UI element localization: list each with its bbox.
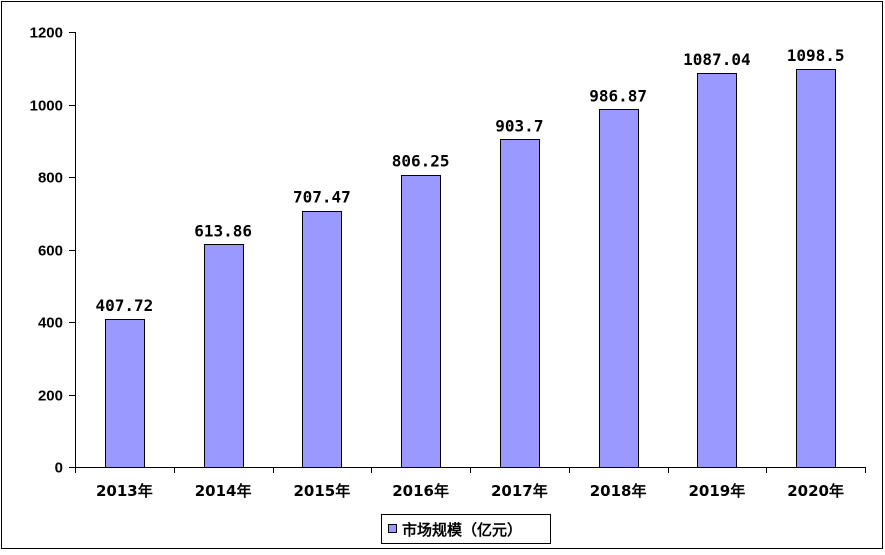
y-tick-label: 400 [38,315,63,332]
y-tick-label: 800 [38,170,63,187]
data-label: 903.7 [495,116,543,135]
x-tick-label: 2020年 [787,482,844,500]
bar [796,69,836,468]
legend-swatch [388,524,397,533]
bar [401,175,441,468]
bar [302,211,342,468]
data-label: 1087.04 [683,50,750,69]
bar [500,139,540,468]
bar [599,109,639,468]
x-tick-label: 2017年 [491,482,548,500]
data-label: 407.72 [95,296,153,315]
plot-area: 0 200 400 600 800 1000 1200 407.72 2013年 613.86 20… [30,25,866,500]
x-tick-label: 2019年 [689,482,746,500]
data-label: 707.47 [293,188,351,207]
legend-box [381,514,551,544]
y-tick-label: 1200 [30,25,63,42]
data-label: 806.25 [392,152,450,171]
bar [204,244,244,468]
data-label: 986.87 [589,86,647,105]
y-tick-label: 1000 [30,98,63,115]
bar [105,319,145,468]
bar [697,73,737,468]
y-tick-label: 200 [38,388,63,405]
data-label: 613.86 [194,221,252,240]
x-tick-label: 2016年 [392,482,449,500]
y-tick-label: 0 [55,460,63,477]
x-tick-label: 2014年 [195,482,252,500]
data-label: 1098.5 [787,46,845,65]
x-tick-label: 2013年 [96,482,153,500]
x-tick-label: 2018年 [590,482,647,500]
legend: 市场规模（亿元） [381,514,551,544]
x-tick-label: 2015年 [294,482,351,500]
legend-label: 市场规模（亿元） [402,521,522,539]
y-tick-label: 600 [38,243,63,260]
